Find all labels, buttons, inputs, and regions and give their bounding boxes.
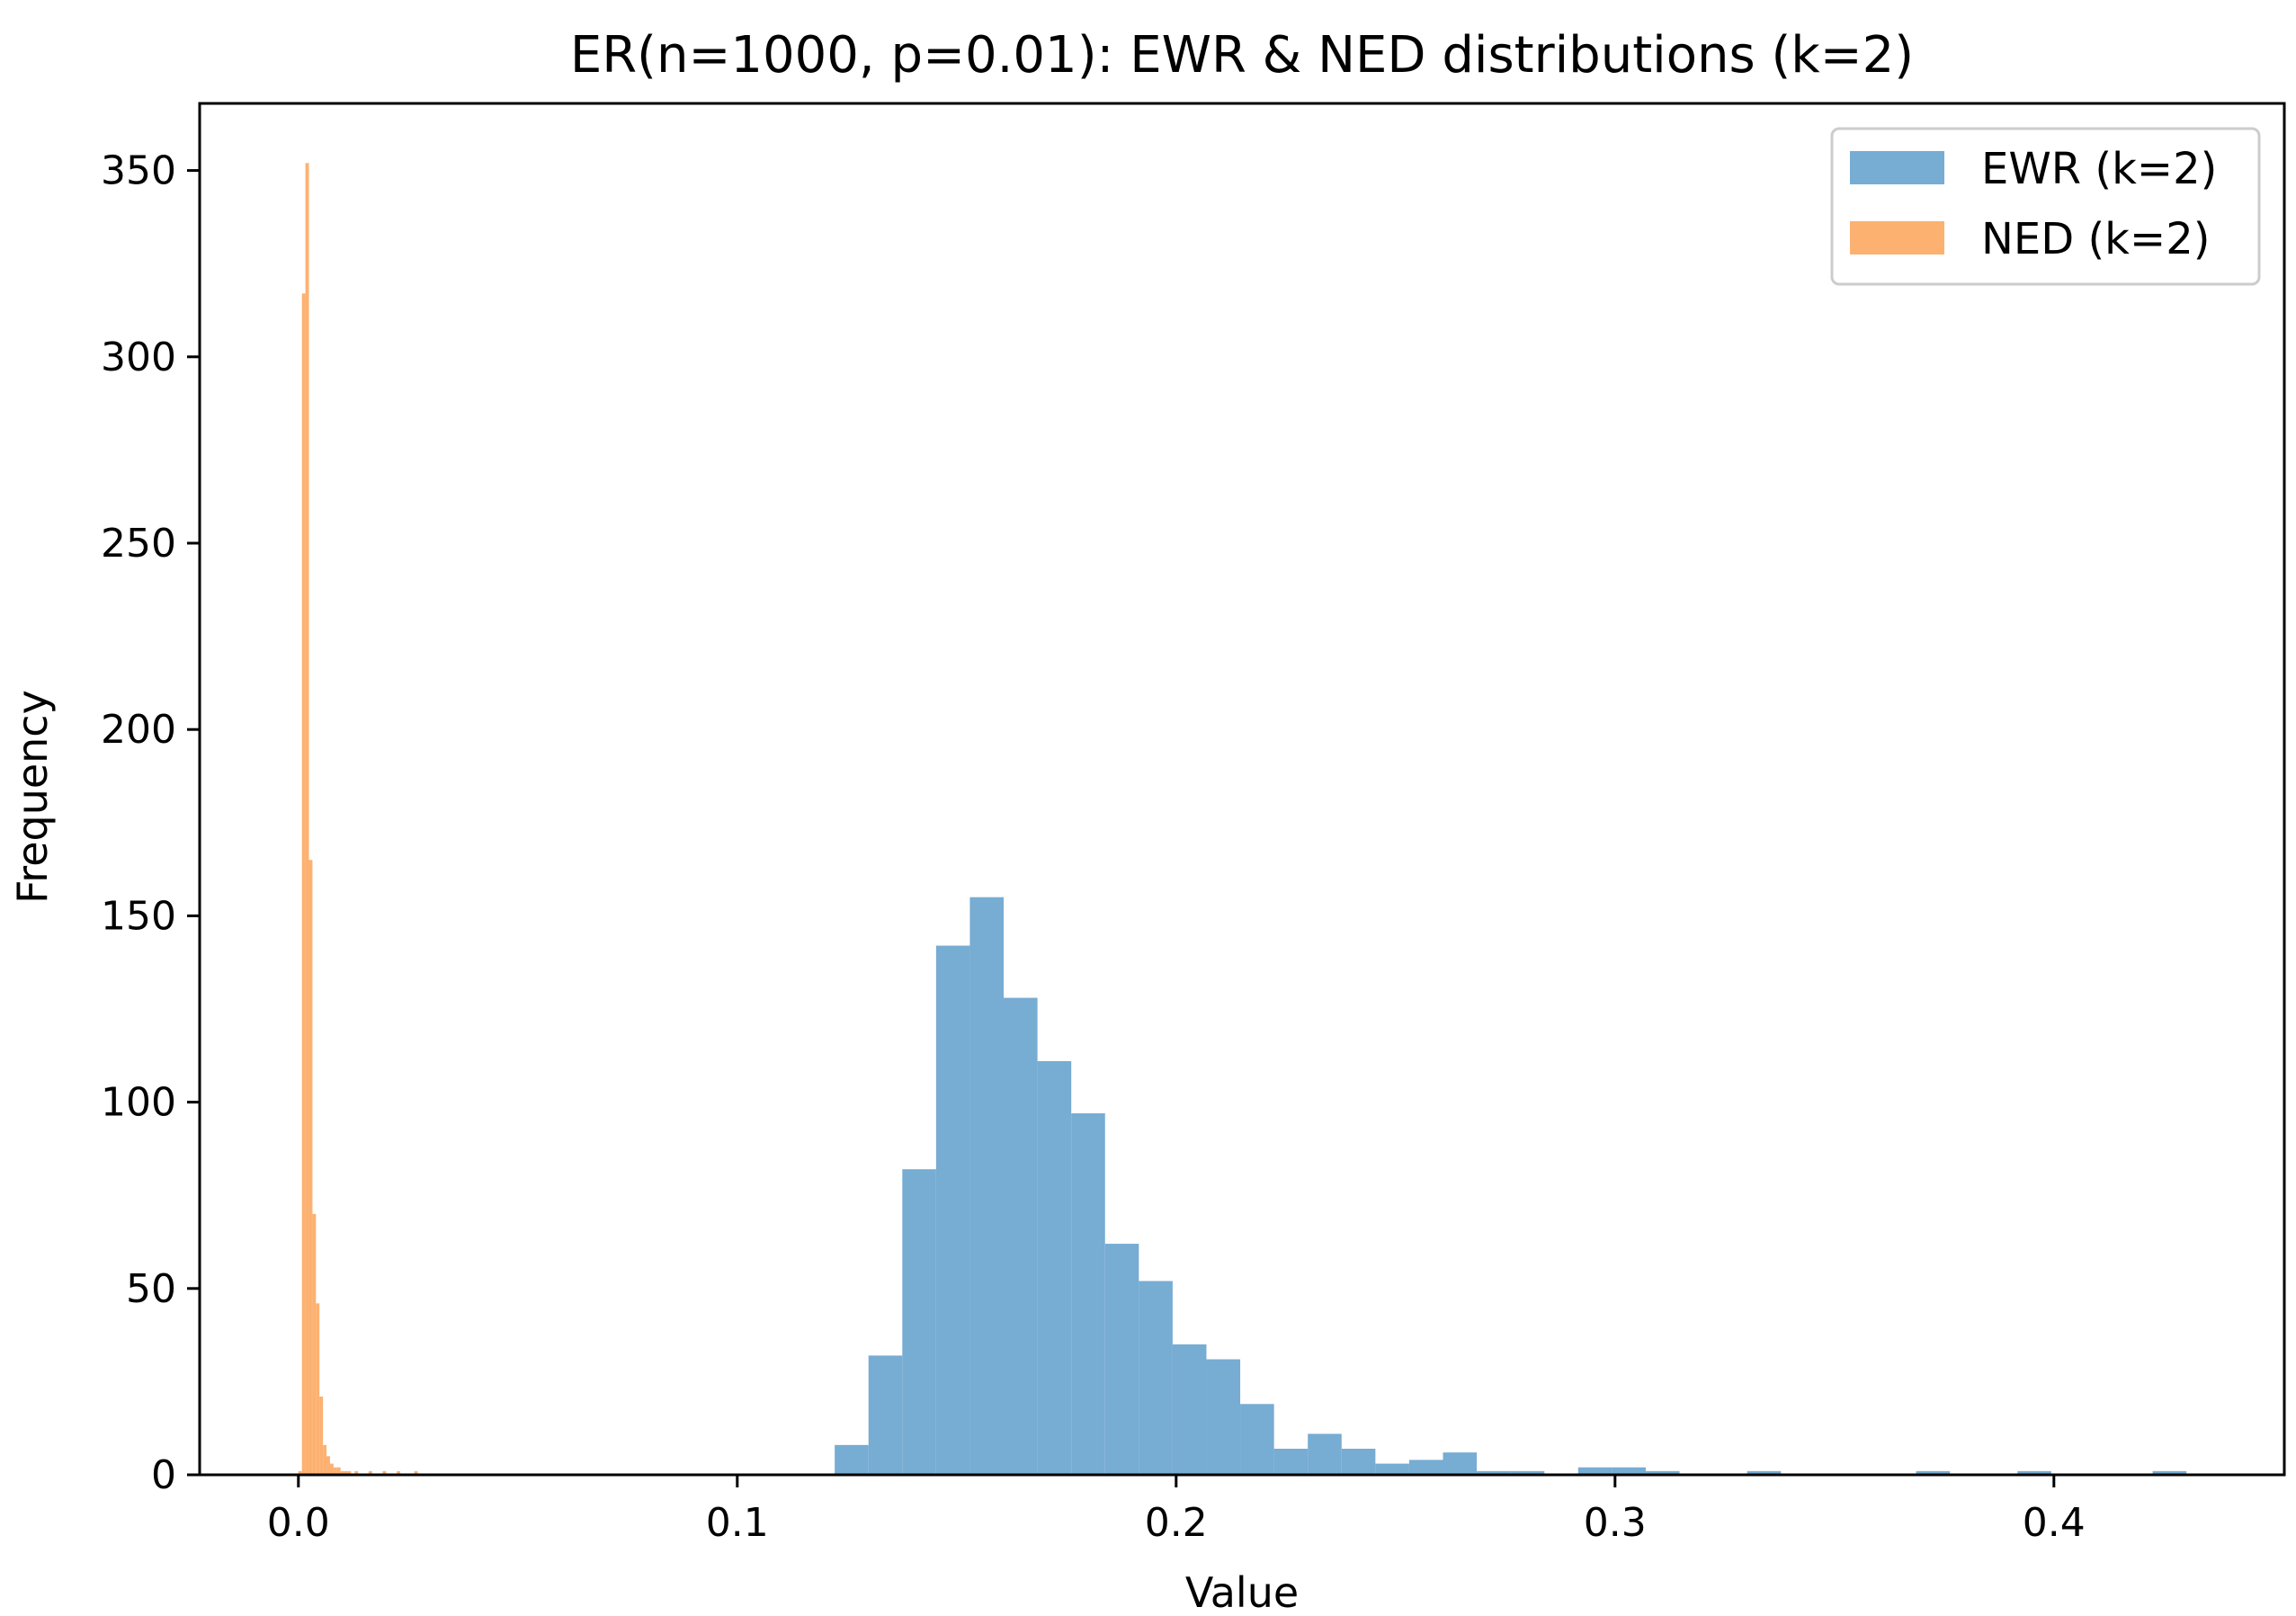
bar-ned bbox=[354, 1470, 359, 1475]
bar-ewr bbox=[1172, 1344, 1207, 1475]
bar-ewr bbox=[835, 1444, 869, 1475]
bars-layer bbox=[298, 163, 2187, 1476]
bar-ewr bbox=[868, 1355, 903, 1475]
y-axis-ticks: 0 50 100 150 200 250 300 350 bbox=[101, 148, 200, 1498]
bar-ned bbox=[368, 1470, 372, 1475]
bar-ewr bbox=[1408, 1460, 1443, 1475]
bar-ewr bbox=[1612, 1467, 1646, 1475]
bar-ned bbox=[316, 1303, 320, 1475]
bar-ned bbox=[347, 1470, 352, 1475]
bar-ewr bbox=[935, 945, 970, 1475]
bar-ewr bbox=[1240, 1404, 1274, 1475]
bar-ewr bbox=[1308, 1433, 1342, 1475]
bar-ewr bbox=[1747, 1470, 1782, 1475]
bar-ewr bbox=[1375, 1463, 1409, 1475]
bar-ewr bbox=[2017, 1470, 2051, 1475]
bar-ewr bbox=[1004, 997, 1038, 1475]
y-tick-label: 350 bbox=[101, 148, 176, 194]
bar-ned bbox=[344, 1470, 348, 1475]
y-tick-label: 50 bbox=[126, 1266, 176, 1312]
legend-label-ewr: EWR (k=2) bbox=[1981, 144, 2217, 194]
bar-ewr bbox=[2152, 1470, 2187, 1475]
bar-ned bbox=[319, 1396, 324, 1475]
legend: EWR (k=2) NED (k=2) bbox=[1830, 127, 2261, 286]
bar-ewr bbox=[1104, 1244, 1139, 1475]
bar-ewr bbox=[1510, 1470, 1545, 1475]
bar-ewr bbox=[1139, 1281, 1173, 1475]
bar-ned bbox=[308, 860, 313, 1475]
bar-ned bbox=[323, 1444, 327, 1475]
x-tick-label: 0.1 bbox=[706, 1500, 769, 1546]
bar-ned bbox=[298, 1470, 302, 1475]
legend-swatch-ewr bbox=[1850, 151, 1944, 184]
x-tick-label: 0.3 bbox=[1584, 1500, 1647, 1546]
x-tick-label: 0.4 bbox=[2023, 1500, 2086, 1546]
y-tick-label: 200 bbox=[101, 707, 176, 753]
chart-title: ER(n=1000, p=0.01): EWR & NED distributi… bbox=[570, 26, 1914, 85]
bar-ned bbox=[305, 163, 309, 1476]
bar-ned bbox=[340, 1470, 344, 1475]
legend-label-ned: NED (k=2) bbox=[1981, 214, 2210, 264]
bar-ned bbox=[397, 1470, 401, 1475]
bar-ewr bbox=[1071, 1113, 1105, 1475]
bar-ned bbox=[312, 1213, 317, 1475]
y-tick-label: 250 bbox=[101, 521, 176, 567]
bar-ned bbox=[382, 1470, 387, 1475]
bar-ewr bbox=[1037, 1061, 1072, 1475]
y-axis-label: Frequency bbox=[8, 690, 57, 904]
series-ewr bbox=[835, 897, 2187, 1475]
bar-ewr bbox=[969, 897, 1005, 1475]
bar-ned bbox=[336, 1467, 341, 1475]
x-tick-label: 0.0 bbox=[267, 1500, 330, 1546]
series-ned bbox=[298, 163, 418, 1476]
bar-ewr bbox=[1206, 1359, 1241, 1475]
bar-ewr bbox=[1477, 1470, 1511, 1475]
bar-ned bbox=[333, 1467, 337, 1475]
bar-ewr bbox=[1916, 1470, 1951, 1475]
bar-ewr bbox=[1341, 1448, 1376, 1475]
bar-ned bbox=[414, 1470, 418, 1475]
y-tick-label: 100 bbox=[101, 1080, 176, 1126]
y-tick-label: 0 bbox=[151, 1452, 176, 1498]
bar-ewr bbox=[1645, 1470, 1680, 1475]
x-axis-ticks: 0.0 0.1 0.2 0.3 0.4 bbox=[267, 1475, 2086, 1546]
x-tick-label: 0.2 bbox=[1145, 1500, 1208, 1546]
bar-ned bbox=[329, 1463, 334, 1475]
plot-frame bbox=[198, 102, 2286, 1477]
legend-swatch-ned bbox=[1850, 221, 1944, 254]
bar-ewr bbox=[1273, 1448, 1309, 1475]
x-axis-label: Value bbox=[1185, 1568, 1299, 1616]
bar-ewr bbox=[1577, 1467, 1613, 1475]
bar-ned bbox=[301, 293, 306, 1476]
y-tick-label: 150 bbox=[101, 893, 176, 939]
bar-ned bbox=[326, 1456, 330, 1475]
bar-ewr bbox=[902, 1169, 936, 1475]
y-tick-label: 300 bbox=[101, 335, 176, 380]
bar-ewr bbox=[1443, 1452, 1478, 1475]
